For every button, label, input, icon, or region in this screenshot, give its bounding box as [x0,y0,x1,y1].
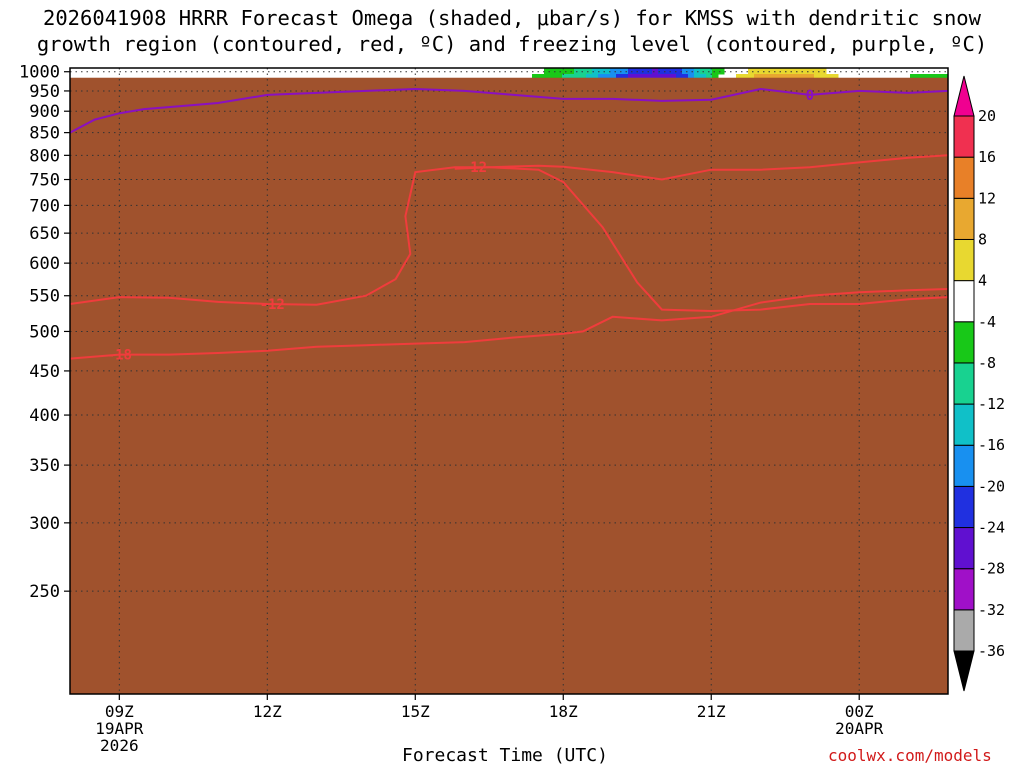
omega-cell [532,74,539,81]
title-line-1: 2026041908 HRRR Forecast Omega (shaded, … [43,6,981,30]
chart-title: 2026041908 HRRR Forecast Omega (shaded, … [0,5,1024,57]
title-line-2: growth region (contoured, red, ºC) and f… [36,32,988,56]
